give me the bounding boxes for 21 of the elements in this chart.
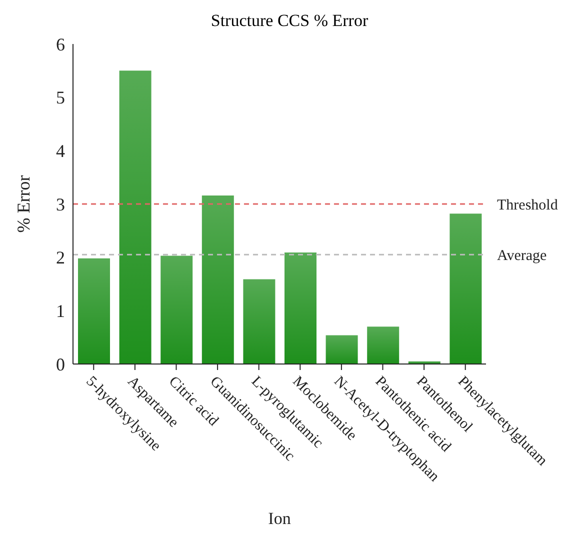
y-axis-title: % Error xyxy=(13,175,34,233)
bar xyxy=(367,326,400,364)
bar xyxy=(450,214,482,364)
bar xyxy=(119,70,152,364)
y-tick-label: 0 xyxy=(56,354,65,374)
bar xyxy=(160,256,193,364)
ref-line-label: Average xyxy=(497,248,548,264)
y-tick-label: 5 xyxy=(56,88,65,108)
y-tick-label: 4 xyxy=(56,141,65,162)
bar xyxy=(284,252,316,364)
bar xyxy=(243,279,276,364)
bar xyxy=(202,195,234,364)
y-tick-label: 3 xyxy=(56,194,65,214)
y-tick-label: 2 xyxy=(56,248,65,268)
ref-line-label: Threshold xyxy=(497,197,558,214)
bar xyxy=(326,335,358,364)
y-tick-label: 1 xyxy=(56,301,65,322)
bar xyxy=(78,258,110,364)
chart-title: Structure CCS % Error xyxy=(210,10,370,32)
y-tick-label: 6 xyxy=(56,34,65,54)
x-axis-title: Ion xyxy=(268,509,292,528)
